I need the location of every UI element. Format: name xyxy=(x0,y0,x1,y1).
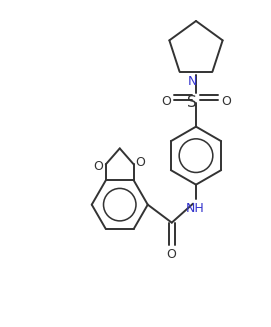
Text: N: N xyxy=(187,75,197,88)
Text: S: S xyxy=(187,95,197,110)
Text: NH: NH xyxy=(186,202,204,215)
Text: O: O xyxy=(166,248,176,261)
Text: O: O xyxy=(161,95,171,108)
Text: O: O xyxy=(135,156,145,169)
Text: O: O xyxy=(221,95,231,108)
Text: O: O xyxy=(93,160,103,173)
